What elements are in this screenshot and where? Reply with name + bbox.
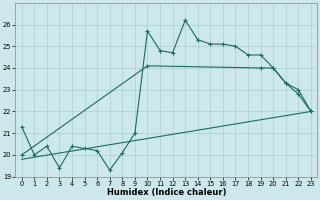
X-axis label: Humidex (Indice chaleur): Humidex (Indice chaleur) — [107, 188, 226, 197]
